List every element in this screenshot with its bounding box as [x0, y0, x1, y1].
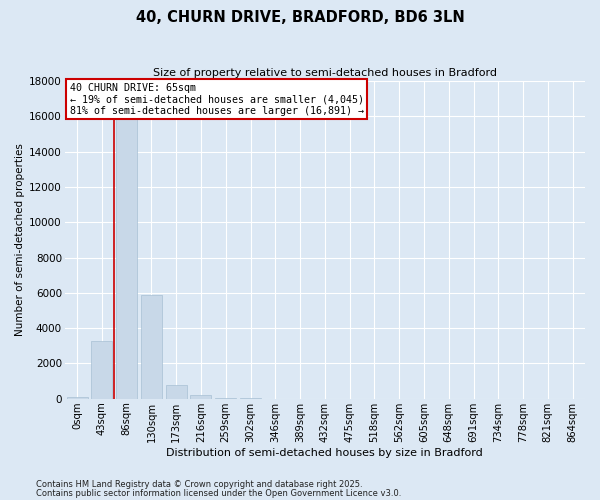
Bar — [166, 384, 187, 399]
Bar — [141, 294, 162, 399]
Text: Contains public sector information licensed under the Open Government Licence v3: Contains public sector information licen… — [36, 488, 401, 498]
Bar — [67, 397, 88, 399]
Text: 40, CHURN DRIVE, BRADFORD, BD6 3LN: 40, CHURN DRIVE, BRADFORD, BD6 3LN — [136, 10, 464, 25]
Title: Size of property relative to semi-detached houses in Bradford: Size of property relative to semi-detach… — [153, 68, 497, 78]
Text: Contains HM Land Registry data © Crown copyright and database right 2025.: Contains HM Land Registry data © Crown c… — [36, 480, 362, 489]
Bar — [215, 398, 236, 399]
Bar — [91, 340, 112, 399]
Y-axis label: Number of semi-detached properties: Number of semi-detached properties — [15, 144, 25, 336]
Bar — [116, 108, 137, 399]
Bar — [190, 396, 211, 399]
Text: 40 CHURN DRIVE: 65sqm
← 19% of semi-detached houses are smaller (4,045)
81% of s: 40 CHURN DRIVE: 65sqm ← 19% of semi-deta… — [70, 82, 364, 116]
X-axis label: Distribution of semi-detached houses by size in Bradford: Distribution of semi-detached houses by … — [166, 448, 483, 458]
